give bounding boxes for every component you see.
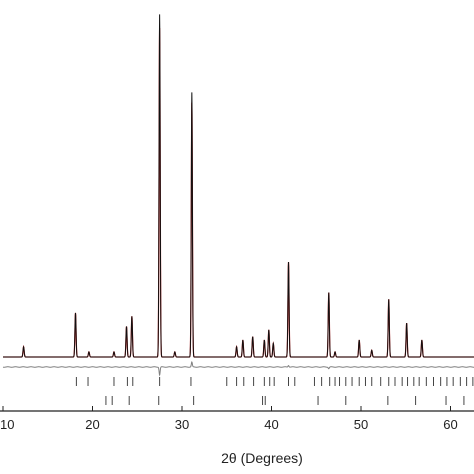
x-tick-label: 20	[85, 417, 99, 432]
x-tick-label: 10	[0, 417, 14, 432]
observed-profile-line	[3, 14, 474, 358]
phase2-reflection-markers	[105, 396, 465, 405]
x-tick-label: 50	[354, 417, 368, 432]
x-axis-ticks	[2, 406, 451, 411]
calculated-profile-line	[3, 27, 474, 358]
plot-area	[2, 14, 474, 405]
phase1-reflection-markers	[75, 377, 474, 386]
difference-curve	[2, 361, 474, 377]
x-axis-tick-labels: 10 20 30 40 50 60	[0, 417, 458, 432]
x-tick-label: 60	[443, 417, 457, 432]
x-tick-label: 30	[175, 417, 189, 432]
x-axis-title: 2θ (Degrees)	[221, 450, 303, 466]
x-tick-label: 40	[264, 417, 278, 432]
